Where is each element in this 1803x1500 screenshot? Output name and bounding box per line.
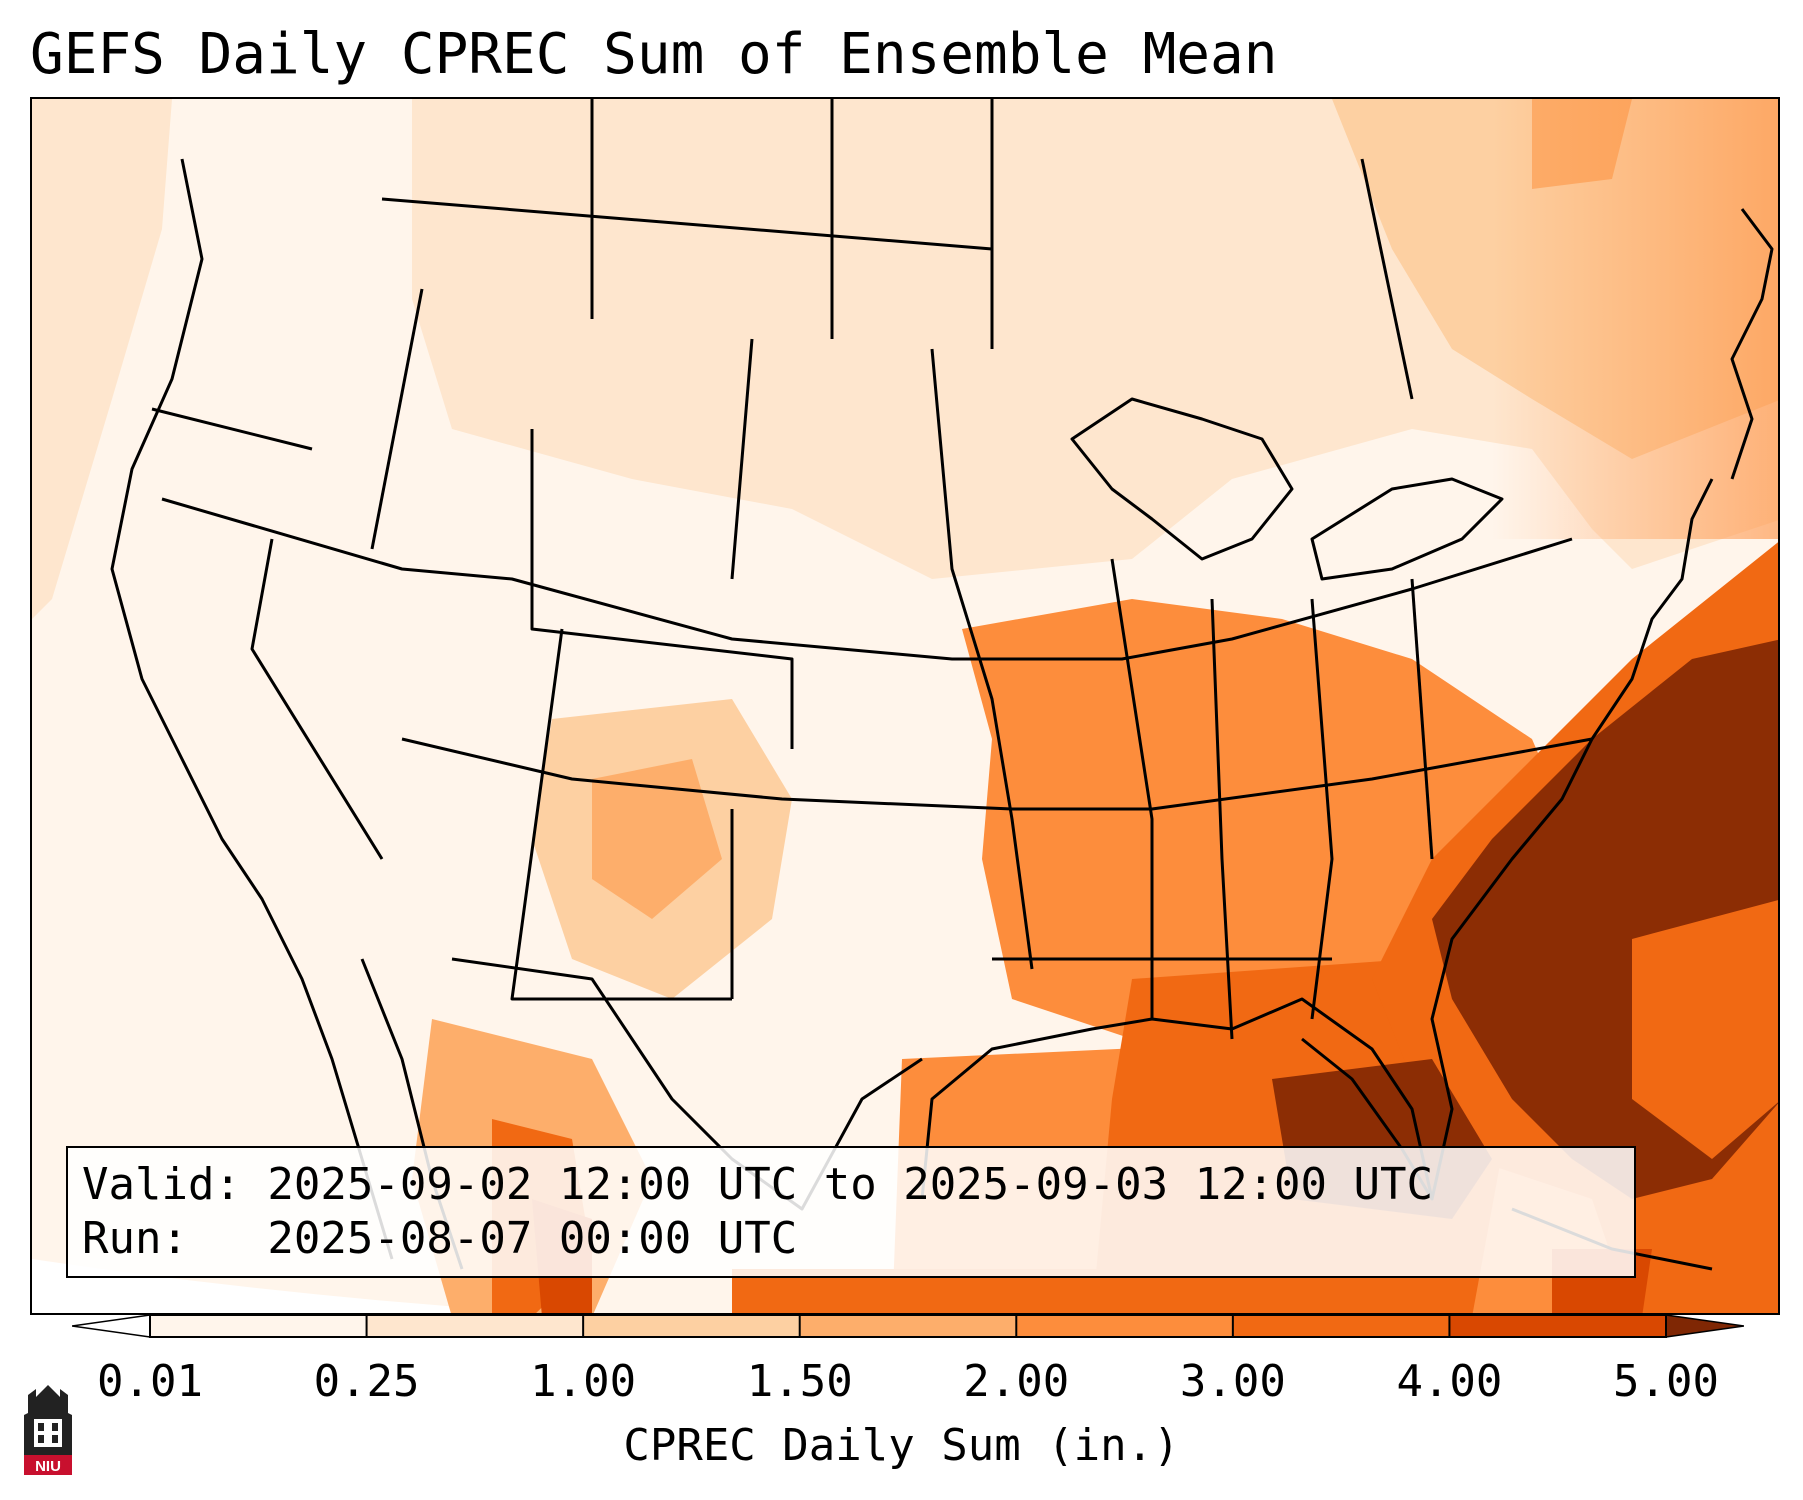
colorbar-tick-label: 3.00 [1179, 1356, 1286, 1407]
colorbar-tick-label: 0.25 [313, 1356, 420, 1407]
state-border [1410, 578, 1434, 860]
run-time: Run: 2025-08-07 00:00 UTC [82, 1213, 798, 1264]
colorbar-tick-label: 0.01 [97, 1356, 203, 1407]
state-border [510, 628, 732, 1001]
valid-time: Valid: 2025-09-02 12:00 UTC to 2025-09-0… [82, 1159, 1434, 1210]
logo-text: NIU [35, 1458, 61, 1475]
colorbar [72, 1314, 1744, 1338]
colorbar-segment [150, 1315, 368, 1337]
precip-shading [32, 99, 1778, 1313]
state-border [730, 338, 754, 580]
colorbar-segment [366, 1315, 584, 1337]
lake-erie-ontario-outline [1310, 477, 1504, 581]
colorbar-title: CPREC Daily Sum (in.) [623, 1420, 1180, 1471]
state-border [1110, 558, 1154, 1019]
state-border [1310, 598, 1334, 1020]
atlantic-coastline [1430, 478, 1714, 1200]
state-border [250, 538, 384, 860]
precipitation-map [30, 97, 1780, 1315]
colorbar-tick-label: 4.00 [1396, 1356, 1503, 1407]
colorbar-segment [1449, 1315, 1667, 1337]
colorbar-segment [799, 1315, 1017, 1337]
state-border [1210, 598, 1234, 1040]
colorbar-tick-label: 5.00 [1613, 1356, 1719, 1407]
colorbar-under-arrow [72, 1314, 151, 1338]
state-border [161, 497, 1573, 661]
state-border [370, 288, 424, 550]
colorbar-tick-label: 2.00 [963, 1356, 1070, 1407]
colorbar-segment [1016, 1315, 1234, 1337]
new-england-coastline [1730, 208, 1774, 480]
canada-province-border [1360, 158, 1414, 400]
niu-logo: NIU [24, 1385, 72, 1475]
pacific-coastline [110, 158, 394, 1260]
canada-border-west [381, 197, 993, 251]
state-border [530, 429, 794, 749]
colorbar-ticks [149, 1315, 1667, 1338]
run-info-box: Valid: 2025-09-02 12:00 UTC to 2025-09-0… [66, 1146, 1636, 1278]
state-border [930, 348, 1034, 970]
colorbar-tick-label: 1.00 [530, 1356, 637, 1407]
colorbar-tick-label: 1.50 [746, 1356, 853, 1407]
map-borders [110, 99, 1774, 1271]
colorbar-segment [583, 1315, 801, 1337]
map-title: GEFS Daily CPREC Sum of Ensemble Mean [30, 22, 1278, 87]
great-lakes-outline [1070, 397, 1294, 561]
state-border [151, 407, 313, 451]
map-canvas [32, 99, 1778, 1313]
colorbar-segment [1232, 1315, 1450, 1337]
colorbar-segments [150, 1315, 1667, 1337]
colorbar-over-arrow [1665, 1314, 1744, 1338]
state-border [401, 737, 1593, 811]
